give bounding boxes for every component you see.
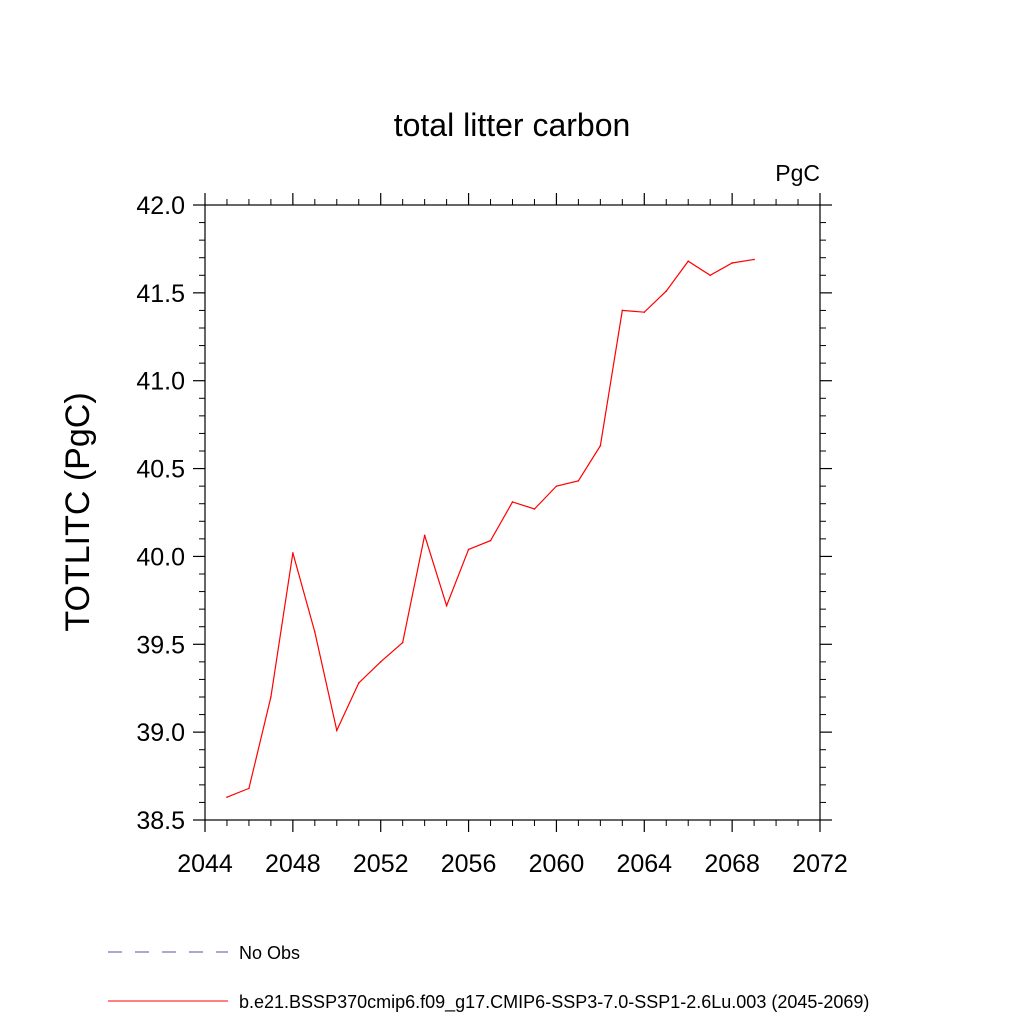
x-tick-label: 2064 [616,850,672,878]
data-point [423,534,426,537]
data-point [753,258,755,261]
data-point [555,485,558,487]
y-tick-label: 38.5 [136,807,185,835]
legend: No Obs b.e21.BSSP370cmip6.f09_g17.CMIP6-S… [108,943,869,1013]
data-point [445,604,448,607]
series-layer [226,258,755,798]
data-point [292,552,294,554]
y-tick-label: 41.5 [136,280,185,308]
y-tick-label: 39.0 [136,719,185,747]
data-point [357,682,360,684]
data-point [533,508,536,510]
data-point [577,480,580,482]
x-tick-label: 2048 [265,850,321,878]
data-point [511,501,514,503]
x-tick-label: 2044 [177,850,233,878]
x-tick-label: 2072 [792,850,848,878]
y-axis-label: TOTLITC (PgC) [59,392,97,631]
data-point [621,309,624,312]
data-point [467,548,470,551]
x-tick-label: 2056 [441,850,497,878]
data-point [314,631,316,633]
units-label: PgC [775,160,820,186]
legend-label-0: No Obs [239,943,300,963]
axis-ticks [193,193,832,832]
y-tick-label: 41.0 [136,368,185,396]
legend-label-1: b.e21.BSSP370cmip6.f09_g17.CMIP6-SSP3-7.… [239,992,869,1013]
data-point [379,661,382,663]
chart-title: total litter carbon [394,107,631,143]
data-point [643,311,646,313]
data-point [489,539,492,542]
data-point [709,274,711,277]
y-tick-label: 42.0 [136,192,185,220]
data-point [731,262,733,264]
data-point [270,696,272,698]
x-tick-label: 2068 [704,850,760,878]
tick-labels: 2044 2048 2052 2056 2060 2064 2068 2072 38.5 39.0… [136,192,847,878]
y-tick-label: 39.5 [136,631,185,659]
data-point [687,260,690,263]
series-line-0 [226,258,755,798]
data-point [226,796,228,798]
y-tick-label: 40.5 [136,456,185,484]
data-point [248,787,250,790]
plot-frame [204,204,821,821]
x-tick-label: 2052 [353,850,409,878]
y-tick-label: 40.0 [136,543,185,571]
data-point [665,290,668,292]
data-point [401,641,404,644]
data-point [599,444,602,447]
x-tick-label: 2060 [529,850,585,878]
data-point [335,729,338,732]
